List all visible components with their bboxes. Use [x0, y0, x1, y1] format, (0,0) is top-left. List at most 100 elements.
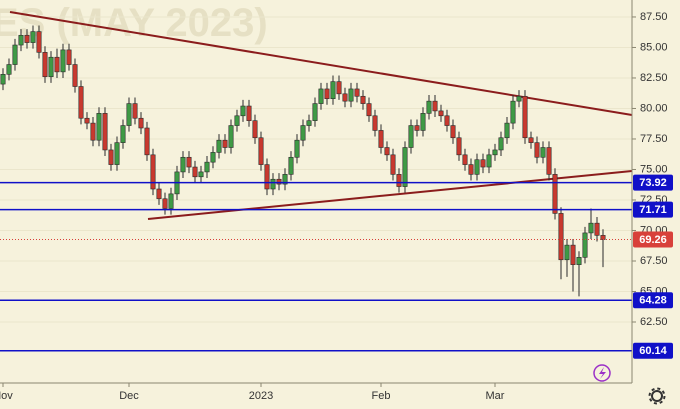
candle-body [198, 171, 204, 178]
candle-body [168, 193, 174, 209]
candle-body [582, 232, 588, 258]
candle-body [342, 93, 348, 102]
candle-body [354, 88, 360, 97]
candle-body [390, 154, 396, 175]
candle-body [258, 137, 264, 165]
candle-body [270, 178, 276, 190]
candle-body [600, 235, 606, 240]
candle-body [324, 88, 330, 100]
candle-body [300, 125, 306, 141]
x-tick-label: Dec [119, 390, 139, 402]
candle-body [306, 120, 312, 126]
x-tick-label: Nov [0, 390, 13, 402]
level-label: 60.14 [639, 345, 667, 357]
candle-body [372, 115, 378, 131]
last-price-box [633, 231, 673, 248]
candle-body [78, 86, 84, 119]
level-label: 64.28 [639, 295, 667, 307]
watermark: ES (MAY 2023) [0, 1, 268, 45]
candle-body [396, 174, 402, 187]
candle-body [594, 222, 600, 236]
candle-body [438, 110, 444, 117]
candle-body [444, 115, 450, 126]
candle-body [360, 95, 366, 104]
candle-body [126, 103, 132, 126]
candle-body [498, 137, 504, 151]
candle-body [528, 137, 534, 143]
trendline [9, 11, 633, 116]
candle-body [486, 154, 492, 168]
candle-body [264, 164, 270, 190]
candle-body [96, 113, 102, 141]
candle-body [552, 174, 558, 214]
candle-body [204, 161, 210, 173]
candle-body [474, 159, 480, 175]
y-tick-label: 67.50 [640, 255, 668, 267]
settings-icon[interactable] [648, 387, 666, 405]
candle-body [468, 164, 474, 175]
candle-body [90, 122, 96, 141]
level-label: 71.71 [639, 204, 667, 216]
candle-body [162, 198, 168, 209]
x-tick-label: 2023 [249, 390, 273, 402]
x-tick-label: Mar [486, 390, 505, 402]
candle-body [246, 105, 252, 121]
y-tick-label: 87.50 [640, 11, 668, 23]
candle-body [402, 147, 408, 187]
candle-body [564, 244, 570, 261]
candle-body [480, 159, 486, 168]
candle-body [132, 103, 138, 119]
candle-body [30, 31, 36, 43]
candle-body [180, 156, 186, 173]
candle-body [540, 147, 546, 158]
candle-body [282, 174, 288, 185]
candle-body [114, 142, 120, 165]
candle-body [384, 147, 390, 156]
candle-body [318, 88, 324, 104]
candle-body [312, 103, 318, 121]
candle-body [0, 74, 6, 85]
candle-body [546, 147, 552, 175]
candle-body [534, 142, 540, 158]
candle-body [276, 178, 282, 185]
candle-body [408, 125, 414, 148]
candle-body [60, 49, 66, 73]
candle-body [84, 117, 90, 124]
candle-body [108, 149, 114, 165]
level-label: 73.92 [639, 177, 667, 189]
candle-body [414, 125, 420, 131]
candle-body [18, 34, 24, 46]
candle-body [42, 52, 48, 78]
candle-body [588, 222, 594, 234]
candle-body [492, 149, 498, 156]
y-tick-label: 80.00 [640, 102, 668, 114]
x-tick-label: Feb [372, 390, 391, 402]
candle-body [570, 244, 576, 265]
candle-body [348, 88, 354, 102]
candle-body [186, 156, 192, 168]
candle-body [378, 130, 384, 148]
y-tick-label: 75.00 [640, 163, 668, 175]
candle-body [576, 257, 582, 265]
candle-body [6, 64, 12, 75]
y-tick-label: 77.50 [640, 133, 668, 145]
candle-body [150, 154, 156, 190]
candle-body [366, 103, 372, 117]
candle-body [138, 117, 144, 129]
candle-body [240, 105, 246, 117]
candle-body [462, 154, 468, 165]
candle-body [330, 81, 336, 100]
level-label-box [633, 201, 673, 218]
candle-body [288, 156, 294, 175]
candle-body [234, 115, 240, 126]
axes: 62.5065.0067.5070.0072.5075.0077.5080.00… [0, 11, 673, 402]
candle-body [222, 139, 228, 148]
lightning-icon[interactable] [593, 364, 611, 382]
candle-body [102, 113, 108, 151]
candle-body [210, 152, 216, 163]
candle-body [516, 95, 522, 102]
candle-body [54, 56, 60, 73]
candle-body [450, 125, 456, 139]
